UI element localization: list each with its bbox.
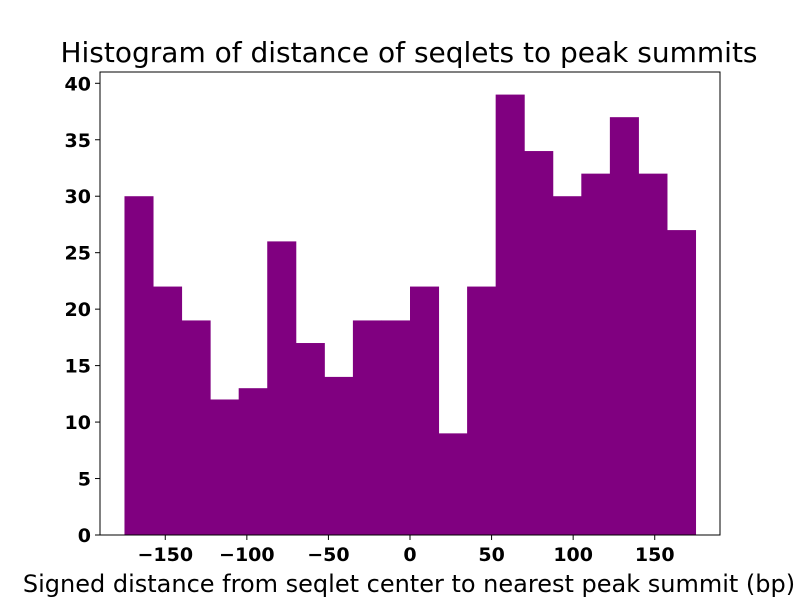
x-tick-label: −50 — [307, 544, 349, 566]
x-tick-label: −100 — [219, 544, 275, 566]
x-axis-ticks: −150 −100 −50 0 50 100 150 — [137, 535, 675, 566]
x-tick-label: 0 — [403, 544, 416, 566]
x-axis-label: Signed distance from seqlet center to ne… — [23, 570, 795, 598]
histogram-bar — [638, 173, 668, 535]
histogram-bar — [581, 173, 611, 535]
y-tick-label: 20 — [65, 299, 91, 321]
plot-frame — [99, 71, 721, 536]
y-tick-label: 0 — [78, 525, 91, 547]
histogram-bar — [467, 286, 497, 535]
histogram-bar — [410, 286, 440, 535]
x-tick-label: −150 — [137, 544, 193, 566]
histogram-bar — [666, 230, 697, 535]
x-tick-label: 50 — [478, 544, 504, 566]
chart-title: Histogram of distance of seqlets to peak… — [60, 36, 757, 69]
histogram-bar — [267, 241, 297, 535]
histogram-bar — [381, 320, 411, 535]
y-tick-label: 25 — [65, 243, 91, 265]
histogram-bar — [295, 343, 325, 535]
y-tick-label: 10 — [65, 412, 91, 434]
y-tick-label: 5 — [78, 469, 91, 491]
x-tick-label: 100 — [553, 544, 593, 566]
histogram-bar — [352, 320, 382, 535]
histogram-bar — [552, 196, 582, 535]
y-axis-ticks: 0 5 10 15 20 25 30 35 40 — [65, 73, 100, 547]
y-tick-label: 35 — [65, 130, 91, 152]
y-tick-label: 15 — [65, 356, 91, 378]
bars-group — [124, 94, 697, 536]
histogram-bar — [524, 151, 554, 536]
y-tick-label: 30 — [65, 186, 91, 208]
histogram-bar — [438, 433, 468, 535]
histogram-bar — [124, 196, 154, 535]
histogram-bar — [153, 286, 183, 535]
histogram-bar — [324, 376, 354, 535]
x-tick-label: 150 — [635, 544, 675, 566]
histogram-bar — [609, 117, 639, 536]
histogram-bar — [210, 399, 240, 535]
histogram-bar — [238, 388, 268, 535]
histogram-bar — [181, 320, 211, 535]
y-tick-label: 40 — [65, 73, 91, 95]
histogram-bar — [495, 94, 525, 536]
